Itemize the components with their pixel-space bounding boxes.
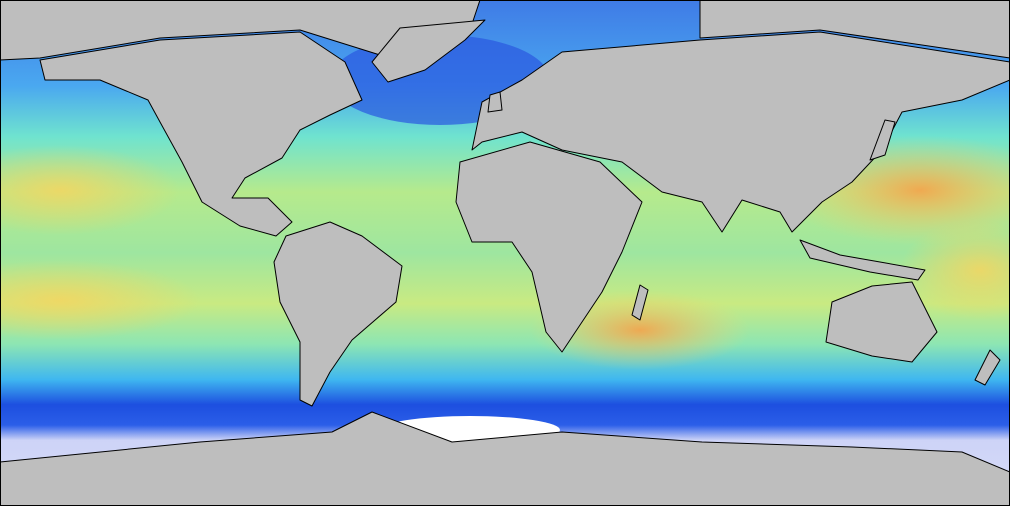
south-america bbox=[273, 221, 403, 407]
uk bbox=[487, 91, 503, 113]
australia bbox=[825, 281, 938, 363]
eurasia bbox=[471, 31, 1010, 233]
arctic bbox=[0, 0, 1010, 61]
warm-band bbox=[0, 145, 180, 235]
antarctica bbox=[0, 411, 1010, 506]
japan bbox=[869, 119, 896, 161]
new-zealand bbox=[974, 349, 1001, 386]
madagascar bbox=[631, 284, 649, 321]
africa bbox=[455, 141, 643, 353]
north-america bbox=[39, 31, 363, 237]
warm-band bbox=[0, 260, 200, 340]
greenland bbox=[371, 19, 486, 83]
warm-band bbox=[900, 220, 1010, 320]
indonesia bbox=[799, 239, 926, 281]
